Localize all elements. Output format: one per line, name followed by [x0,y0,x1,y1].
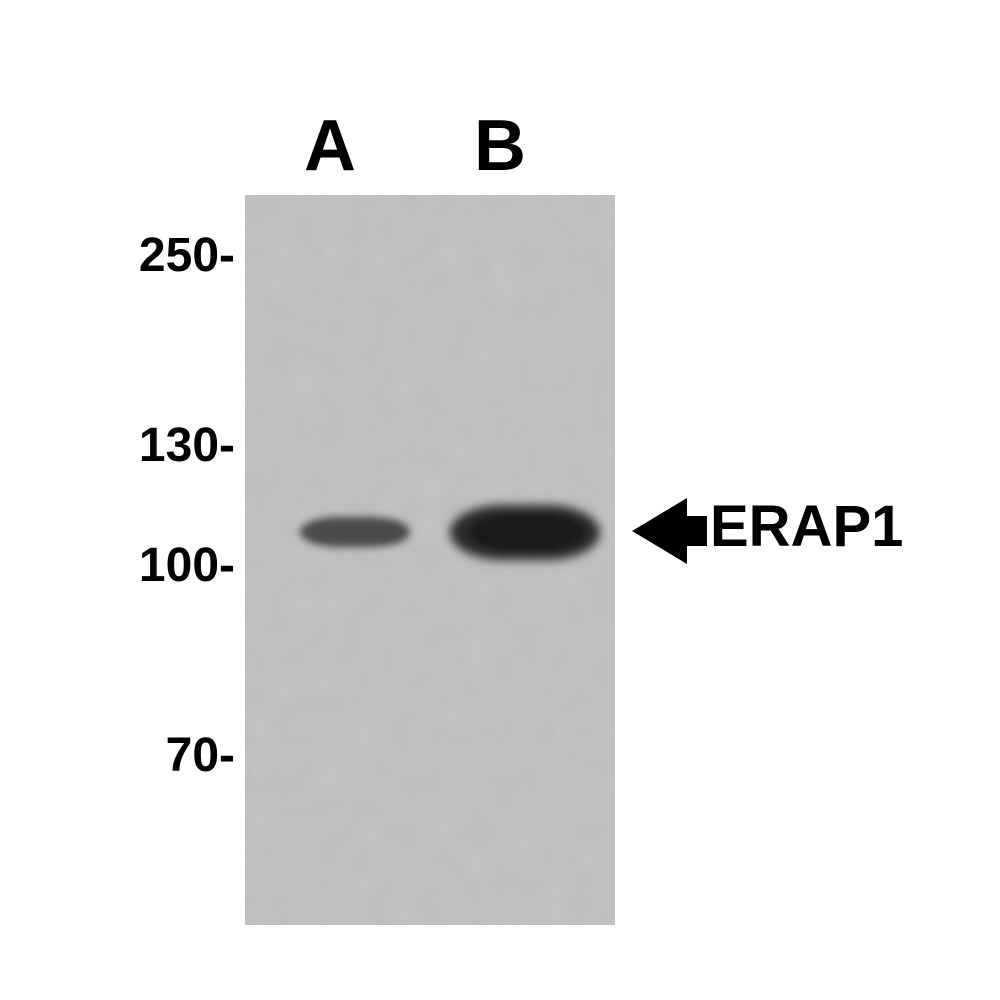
protein-name-label: ERAP1 [710,493,903,560]
western-blot-membrane [245,195,615,925]
lane-label-b: B [470,105,530,187]
band-lane-b-core [470,515,585,550]
protein-arrow-icon [632,498,707,569]
band-lane-a [300,517,410,547]
mw-marker-130: 130- [95,418,235,473]
blot-noise-texture [245,195,615,925]
lane-label-a: A [300,105,360,187]
mw-marker-70: 70- [125,728,235,783]
figure-container: A B 250- 130- 100- 70- [0,50,1000,950]
mw-marker-100: 100- [95,538,235,593]
mw-marker-250: 250- [95,228,235,283]
